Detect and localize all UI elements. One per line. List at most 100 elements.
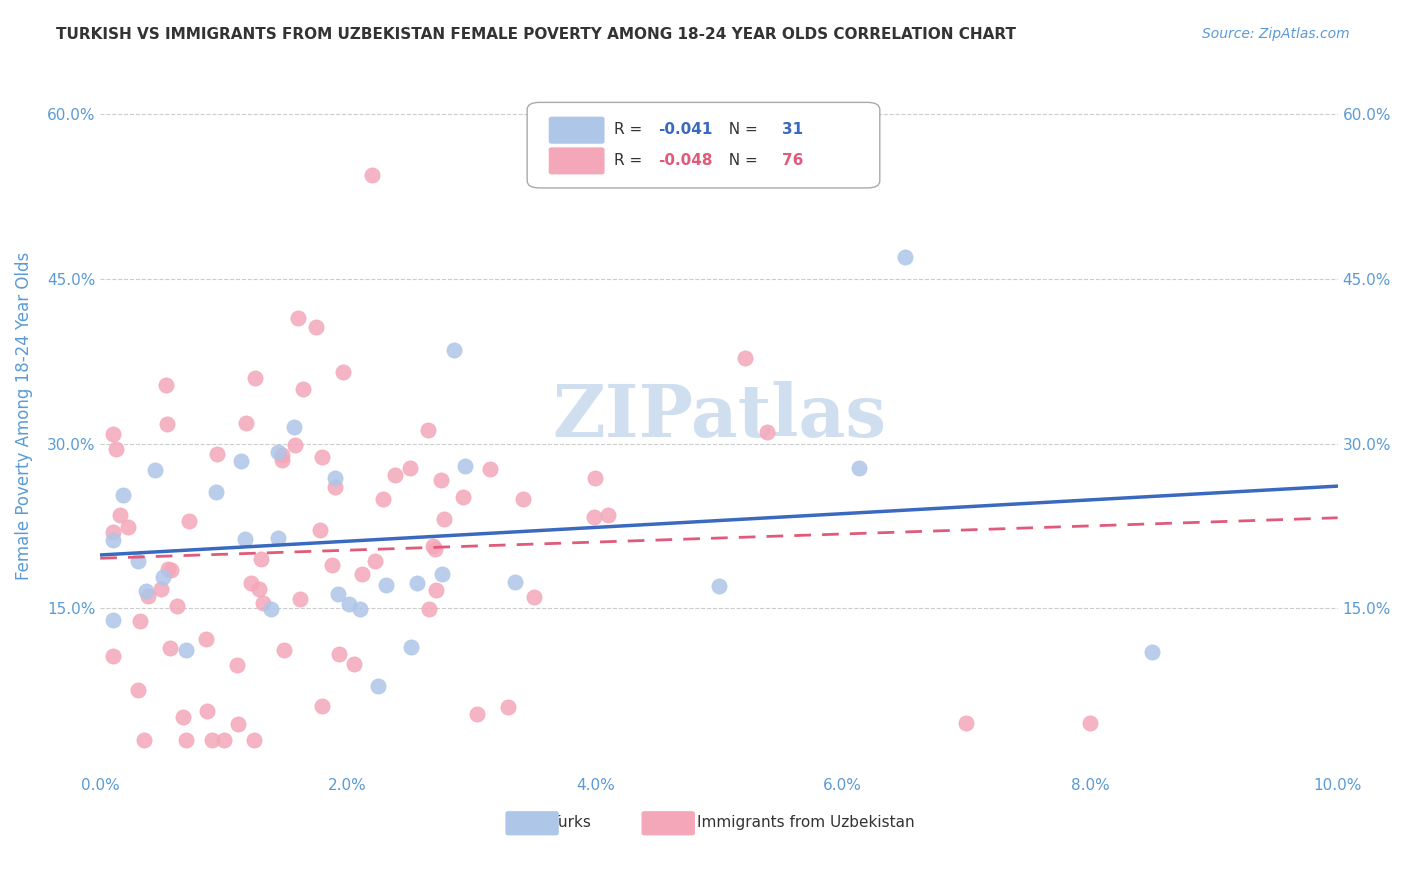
Point (156, 417, 179, 432)
Point (503, 575, 526, 590)
Point (496, 700, 519, 714)
Point (430, 567, 453, 582)
Text: TURKISH VS IMMIGRANTS FROM UZBEKISTAN FEMALE POVERTY AMONG 18-24 YEAR OLDS CORRE: TURKISH VS IMMIGRANTS FROM UZBEKISTAN FE… (56, 27, 1017, 42)
FancyBboxPatch shape (550, 148, 603, 174)
FancyBboxPatch shape (550, 118, 603, 143)
Point (179, 514, 201, 528)
Point (343, 657, 366, 672)
Text: R =: R = (614, 122, 647, 137)
Point (328, 586, 350, 600)
Point (352, 566, 374, 581)
Point (240, 575, 263, 590)
Point (128, 615, 150, 629)
Point (384, 468, 406, 483)
Y-axis label: Female Poverty Among 18-24 Year Olds: Female Poverty Among 18-24 Year Olds (15, 252, 32, 581)
Point (249, 551, 271, 566)
Text: Turks: Turks (551, 815, 591, 830)
Point (260, 601, 283, 615)
Point (134, 732, 156, 747)
Point (143, 462, 166, 476)
Point (399, 460, 422, 475)
Point (212, 732, 235, 747)
FancyBboxPatch shape (506, 812, 558, 835)
Point (478, 462, 501, 476)
Point (233, 532, 256, 546)
Point (755, 425, 778, 440)
Point (235, 416, 257, 430)
Point (104, 442, 127, 456)
Point (583, 471, 606, 485)
Point (422, 539, 444, 553)
Point (321, 558, 343, 572)
Point (367, 679, 389, 693)
Point (451, 490, 474, 504)
Point (283, 420, 305, 434)
Point (443, 343, 465, 357)
Point (136, 590, 159, 604)
Point (155, 378, 177, 392)
Point (1078, 716, 1101, 731)
Point (112, 488, 135, 502)
Point (249, 582, 271, 597)
Point (361, 168, 384, 182)
Point (242, 732, 264, 747)
Point (596, 508, 619, 522)
Point (292, 382, 315, 396)
Point (429, 473, 451, 487)
Point (418, 601, 440, 615)
Point (284, 438, 307, 452)
Point (101, 533, 124, 547)
Point (405, 575, 427, 590)
Point (101, 648, 124, 663)
Point (311, 450, 333, 465)
Text: N =: N = (718, 122, 762, 137)
Point (323, 480, 346, 494)
Point (245, 370, 267, 384)
Point (955, 716, 977, 731)
Point (101, 524, 124, 539)
Point (270, 448, 292, 462)
Point (465, 707, 488, 722)
Text: R =: R = (614, 153, 647, 169)
Point (375, 577, 398, 591)
Point (174, 643, 197, 657)
Point (328, 647, 350, 661)
Point (135, 583, 157, 598)
Point (159, 641, 181, 656)
Text: ZIPatlas: ZIPatlas (553, 381, 886, 451)
Point (308, 523, 330, 537)
Point (848, 461, 870, 475)
Point (108, 508, 131, 523)
Point (252, 596, 274, 610)
Point (1140, 645, 1163, 659)
Point (363, 553, 385, 567)
Point (893, 250, 915, 264)
Point (207, 447, 229, 461)
Text: -0.048: -0.048 (658, 153, 713, 169)
Point (160, 563, 183, 577)
Point (399, 640, 422, 654)
Text: N =: N = (718, 153, 762, 169)
Text: -0.041: -0.041 (658, 122, 713, 137)
Point (172, 710, 194, 724)
Point (332, 365, 354, 379)
Point (287, 310, 309, 325)
Point (425, 583, 447, 598)
Text: 31: 31 (782, 122, 803, 137)
Point (305, 320, 328, 334)
Point (195, 632, 218, 646)
Point (205, 484, 228, 499)
Point (101, 613, 124, 627)
Point (166, 599, 188, 613)
Point (127, 553, 149, 567)
Point (433, 512, 456, 526)
Point (270, 453, 292, 467)
Point (523, 590, 546, 604)
Point (371, 491, 394, 506)
Text: Immigrants from Uzbekistan: Immigrants from Uzbekistan (697, 815, 914, 830)
Point (152, 570, 174, 584)
Point (416, 423, 439, 437)
Point (267, 444, 290, 458)
Point (311, 698, 333, 713)
Point (512, 492, 534, 507)
